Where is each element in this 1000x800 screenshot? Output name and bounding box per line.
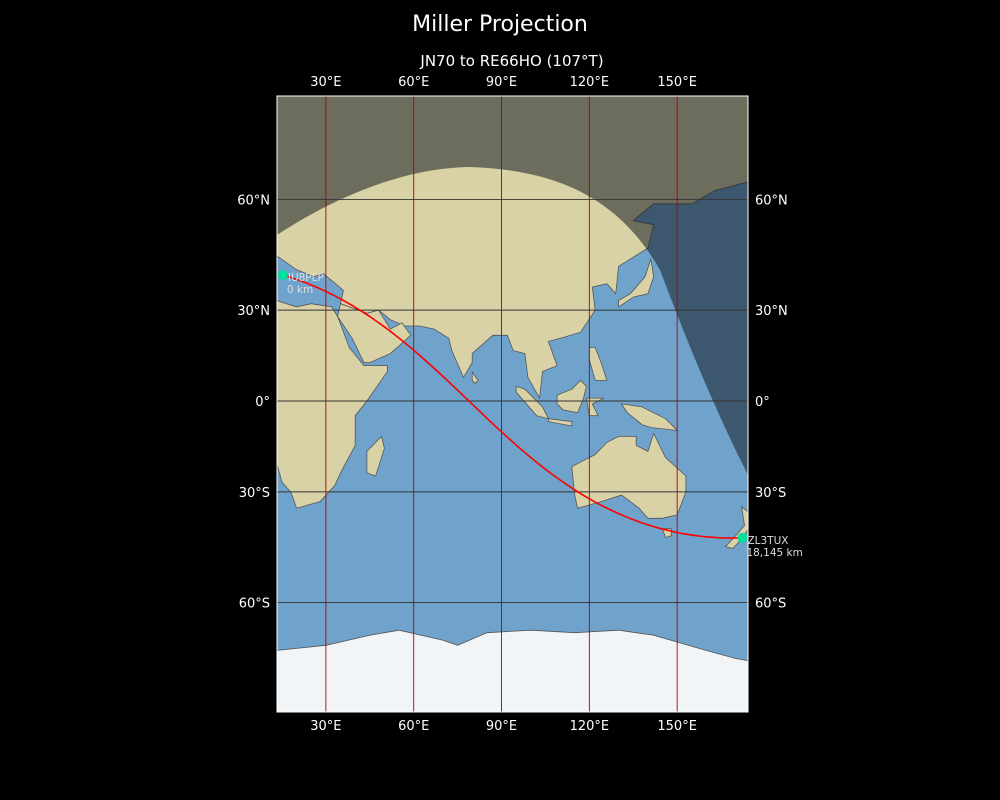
chart-subtitle: JN70 to RE66HO (107°T)	[420, 52, 604, 70]
lat-tick-label-left: 0°	[255, 395, 270, 410]
lat-tick-label-left: 60°S	[239, 597, 270, 612]
lon-tick-label-bottom: 150°E	[657, 719, 697, 734]
night-shading	[277, 96, 748, 475]
station-callsign: IU8PLP	[288, 272, 324, 284]
lon-tick-label-top: 120°E	[570, 75, 610, 90]
chart-title: Miller Projection	[412, 12, 588, 37]
antarctica-landmass	[277, 629, 748, 712]
lon-tick-label-bottom: 60°E	[398, 719, 429, 734]
lat-tick-label-right: 30°N	[755, 304, 788, 319]
arabia-landmass	[337, 303, 412, 363]
station-distance: 18,145 km	[746, 547, 802, 559]
lat-tick-label-left: 30°S	[239, 486, 270, 501]
gridlines	[277, 96, 748, 712]
lon-tick-label-bottom: 120°E	[570, 719, 610, 734]
lat-tick-label-right: 60°S	[755, 597, 786, 612]
lon-tick-label-top: 90°E	[486, 75, 517, 90]
japan-landmass	[618, 258, 655, 308]
lat-tick-label-right: 0°	[755, 395, 770, 410]
lon-tick-label-top: 150°E	[657, 75, 697, 90]
lon-tick-label-top: 60°E	[398, 75, 429, 90]
madagascar-landmass	[366, 435, 385, 477]
station-callsign: ZL3TUX	[747, 535, 788, 547]
java-landmass	[548, 418, 573, 427]
new-guinea-landmass	[620, 403, 679, 432]
map-frame	[276, 95, 749, 713]
africa-landmass	[277, 300, 388, 509]
borneo-landmass	[556, 379, 587, 414]
lat-tick-label-left: 60°N	[237, 193, 270, 208]
lat-tick-label-left: 30°N	[237, 304, 270, 319]
sulawesi-landmass	[585, 397, 605, 417]
station-marker[interactable]	[277, 270, 288, 281]
lon-tick-label-bottom: 90°E	[486, 719, 517, 734]
lon-tick-label-top: 30°E	[310, 75, 341, 90]
sri-lanka-landmass	[471, 370, 479, 384]
lon-tick-label-bottom: 30°E	[310, 719, 341, 734]
lat-tick-label-right: 60°N	[755, 193, 788, 208]
great-circle-path	[282, 274, 743, 539]
australia-landmass	[571, 432, 687, 519]
station-marker[interactable]	[737, 532, 748, 543]
lat-tick-label-right: 30°S	[755, 486, 786, 501]
station-distance: 0 km	[287, 284, 313, 296]
